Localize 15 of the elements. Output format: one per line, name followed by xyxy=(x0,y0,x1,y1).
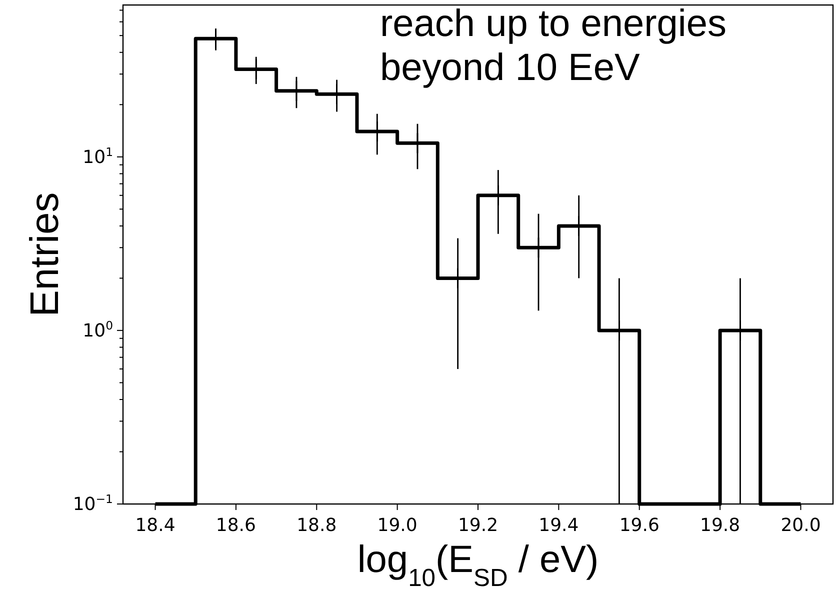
x-tick-label: 18.4 xyxy=(135,515,176,536)
x-tick-label: 19.2 xyxy=(458,515,498,536)
x-tick-label: 18.6 xyxy=(216,515,256,536)
y-tick-label: 10$^{0}$ xyxy=(82,318,113,342)
x-tick-label: 19.0 xyxy=(377,515,418,536)
y-tick-label: 10$^{−1}$ xyxy=(72,492,113,515)
x-tick-label: 20.0 xyxy=(780,515,821,536)
x-tick-label: 18.8 xyxy=(296,515,337,536)
x-tick-label: 19.8 xyxy=(700,515,740,536)
x-axis-title: log$_{10}$(E$_{SD}$ / eV) xyxy=(357,539,599,592)
annotation: reach up to energies beyond 10 EeV xyxy=(380,3,726,89)
x-tick-label: 19.4 xyxy=(538,515,579,536)
x-tick-label: 19.6 xyxy=(619,515,660,536)
y-tick-label: 10$^{1}$ xyxy=(82,144,113,168)
y-axis-title: Entries xyxy=(23,192,67,317)
